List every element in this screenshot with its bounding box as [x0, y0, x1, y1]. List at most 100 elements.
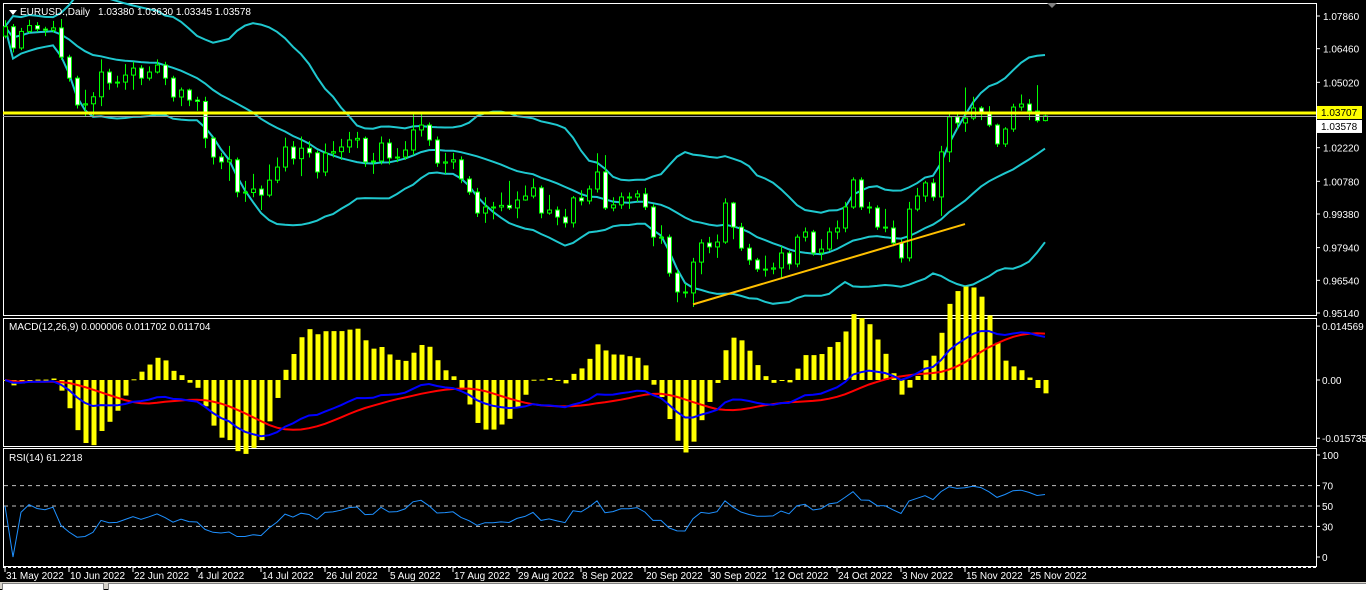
candle — [411, 113, 416, 156]
candle — [995, 123, 1000, 147]
macd-histogram-bar — [459, 380, 465, 390]
macd-histogram-bar — [379, 347, 385, 380]
candle — [867, 201, 872, 214]
trendline[interactable] — [692, 223, 966, 306]
horizontal-scrollbar[interactable] — [108, 583, 1366, 590]
candle — [307, 141, 312, 158]
bear-candle-body — [467, 178, 472, 193]
bull-candle-body — [619, 196, 624, 206]
time-axis-label: 5 Aug 2022 — [390, 571, 441, 582]
macd-histogram-bar — [811, 355, 817, 380]
candle — [27, 19, 32, 34]
candle — [539, 185, 544, 219]
bull-candle-body — [635, 193, 640, 198]
macd-histogram-bar — [619, 354, 625, 380]
time-axis-label: 20 Sep 2022 — [646, 571, 703, 582]
bear-candle-body — [955, 116, 960, 124]
candle — [931, 178, 936, 201]
macd-histogram-bar — [851, 314, 857, 380]
bull-candle-body — [795, 236, 800, 265]
bear-candle-body — [363, 137, 368, 163]
macd-histogram-bar — [579, 368, 585, 380]
candle — [691, 257, 696, 307]
candle — [395, 148, 400, 163]
price-axis-label: 0.99380 — [1323, 210, 1360, 221]
macd-histogram-bar — [115, 380, 121, 411]
macd-histogram-bar — [155, 357, 161, 380]
candle — [155, 59, 160, 74]
macd-histogram-bar — [411, 352, 417, 380]
candle — [779, 246, 784, 279]
candle — [811, 229, 816, 256]
candle — [43, 26, 48, 37]
macd-histogram-bar — [739, 340, 745, 380]
macd-histogram-bar — [867, 324, 873, 380]
macd-axis-label: 0.00 — [1322, 376, 1342, 387]
time-axis-label: 22 Jun 2022 — [134, 571, 189, 582]
candle — [851, 177, 856, 209]
candle — [315, 150, 320, 179]
bull-candle-body — [571, 197, 576, 224]
bull-candle-body — [379, 142, 384, 162]
bear-candle-body — [787, 252, 792, 265]
time-axis-label: 17 Aug 2022 — [454, 571, 511, 582]
candle — [883, 208, 888, 233]
candle — [939, 145, 944, 216]
macd-histogram-bar — [715, 380, 721, 383]
candle — [483, 197, 488, 223]
candle — [635, 190, 640, 202]
macd-histogram-bar — [83, 380, 89, 444]
rsi-panel-frame — [3, 448, 1317, 567]
candle — [555, 206, 560, 226]
candle — [355, 131, 360, 149]
bear-candle-body — [731, 202, 736, 228]
macd-histogram-bar — [1043, 380, 1049, 394]
time-axis-label: 10 Jun 2022 — [70, 571, 125, 582]
macd-histogram-bar — [363, 340, 369, 380]
chart-tabs-bar — [0, 582, 1366, 590]
chart-shift-marker-icon[interactable] — [1047, 3, 1057, 8]
candle — [515, 191, 520, 219]
bear-candle-body — [707, 242, 712, 248]
macd-panel[interactable]: MACD(12,26,9) 0.000006 0.011702 0.011704 — [3, 286, 1049, 454]
macd-histogram-bar — [283, 369, 289, 380]
chart-tab[interactable] — [2, 583, 104, 590]
time-axis[interactable]: 31 May 2022 10 Jun 2022 22 Jun 2022 4 Jul 2… — [3, 567, 1316, 582]
candle — [587, 185, 592, 205]
bull-candle-body — [267, 179, 272, 196]
macd-histogram-bar — [1027, 377, 1033, 380]
macd-histogram-bar — [499, 380, 505, 425]
price-axis[interactable]: 1.07860 1.06460 1.05020 1.02220 1.00780 0.993… — [1316, 12, 1360, 320]
price-panel[interactable]: EURUSD.,Daily 1.03380 1.03630 1.03345 1.… — [3, 0, 1316, 307]
panel-collapse-triangle-icon[interactable] — [9, 10, 17, 15]
macd-histogram-bar — [147, 364, 153, 380]
candle — [339, 138, 344, 160]
rsi-panel[interactable]: RSI(14) 61.2218 — [4, 453, 1316, 558]
bear-candle-body — [563, 216, 568, 224]
time-axis-label: 12 Oct 2022 — [774, 571, 829, 582]
candle — [259, 185, 264, 211]
bull-candle-body — [819, 248, 824, 254]
macd-histogram-bar — [651, 380, 657, 385]
bull-candle-body — [283, 146, 288, 168]
bear-candle-body — [507, 204, 512, 209]
macd-histogram-bar — [939, 332, 945, 380]
hline-price-text: 1.03707 — [1321, 108, 1358, 119]
candle — [707, 236, 712, 254]
candle — [235, 157, 240, 198]
candle — [267, 164, 272, 198]
rsi-axis-label: 70 — [1322, 482, 1334, 493]
candle — [35, 22, 40, 32]
candle — [699, 239, 704, 275]
rsi-axis-label: 30 — [1322, 522, 1334, 533]
candles — [3, 19, 1048, 307]
bear-candle-body — [203, 100, 208, 139]
bull-candle-body — [371, 160, 376, 163]
macd-histogram-bar — [995, 342, 1001, 380]
hline-price-tag — [1317, 105, 1362, 119]
bear-candle-body — [891, 227, 896, 244]
macd-histogram-bar — [299, 337, 305, 380]
macd-histogram-bar — [955, 291, 961, 380]
